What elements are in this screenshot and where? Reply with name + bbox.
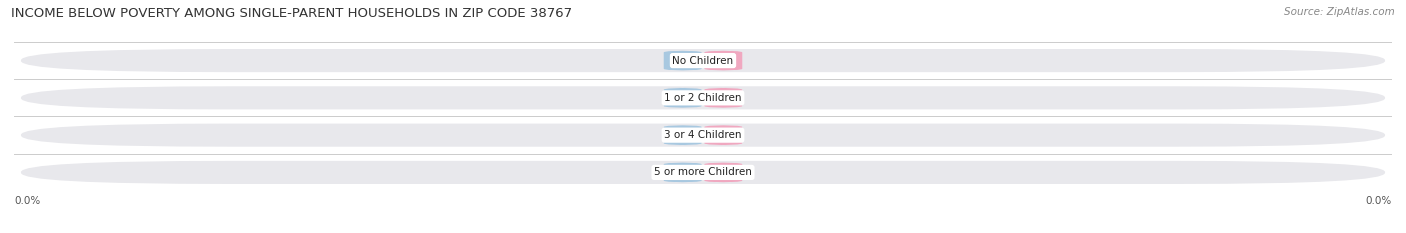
Text: 0.0%: 0.0%	[711, 131, 735, 140]
FancyBboxPatch shape	[664, 125, 702, 145]
FancyBboxPatch shape	[21, 161, 1385, 184]
Text: No Children: No Children	[672, 56, 734, 65]
FancyBboxPatch shape	[664, 88, 702, 108]
Text: 0.0%: 0.0%	[671, 56, 695, 65]
FancyBboxPatch shape	[21, 86, 1385, 110]
FancyBboxPatch shape	[21, 49, 1385, 72]
Text: 0.0%: 0.0%	[711, 93, 735, 102]
FancyBboxPatch shape	[664, 162, 702, 182]
Text: 0.0%: 0.0%	[711, 168, 735, 177]
Text: 0.0%: 0.0%	[1365, 195, 1392, 206]
Text: 0.0%: 0.0%	[671, 93, 695, 102]
Text: INCOME BELOW POVERTY AMONG SINGLE-PARENT HOUSEHOLDS IN ZIP CODE 38767: INCOME BELOW POVERTY AMONG SINGLE-PARENT…	[11, 7, 572, 20]
Text: 0.0%: 0.0%	[711, 56, 735, 65]
Text: 1 or 2 Children: 1 or 2 Children	[664, 93, 742, 103]
FancyBboxPatch shape	[664, 51, 702, 71]
FancyBboxPatch shape	[704, 51, 742, 71]
FancyBboxPatch shape	[704, 125, 742, 145]
FancyBboxPatch shape	[704, 88, 742, 108]
FancyBboxPatch shape	[21, 123, 1385, 147]
Text: 5 or more Children: 5 or more Children	[654, 168, 752, 177]
Text: 0.0%: 0.0%	[14, 195, 41, 206]
Text: 0.0%: 0.0%	[671, 131, 695, 140]
Text: 0.0%: 0.0%	[671, 168, 695, 177]
Text: Source: ZipAtlas.com: Source: ZipAtlas.com	[1284, 7, 1395, 17]
Text: 3 or 4 Children: 3 or 4 Children	[664, 130, 742, 140]
FancyBboxPatch shape	[704, 162, 742, 182]
